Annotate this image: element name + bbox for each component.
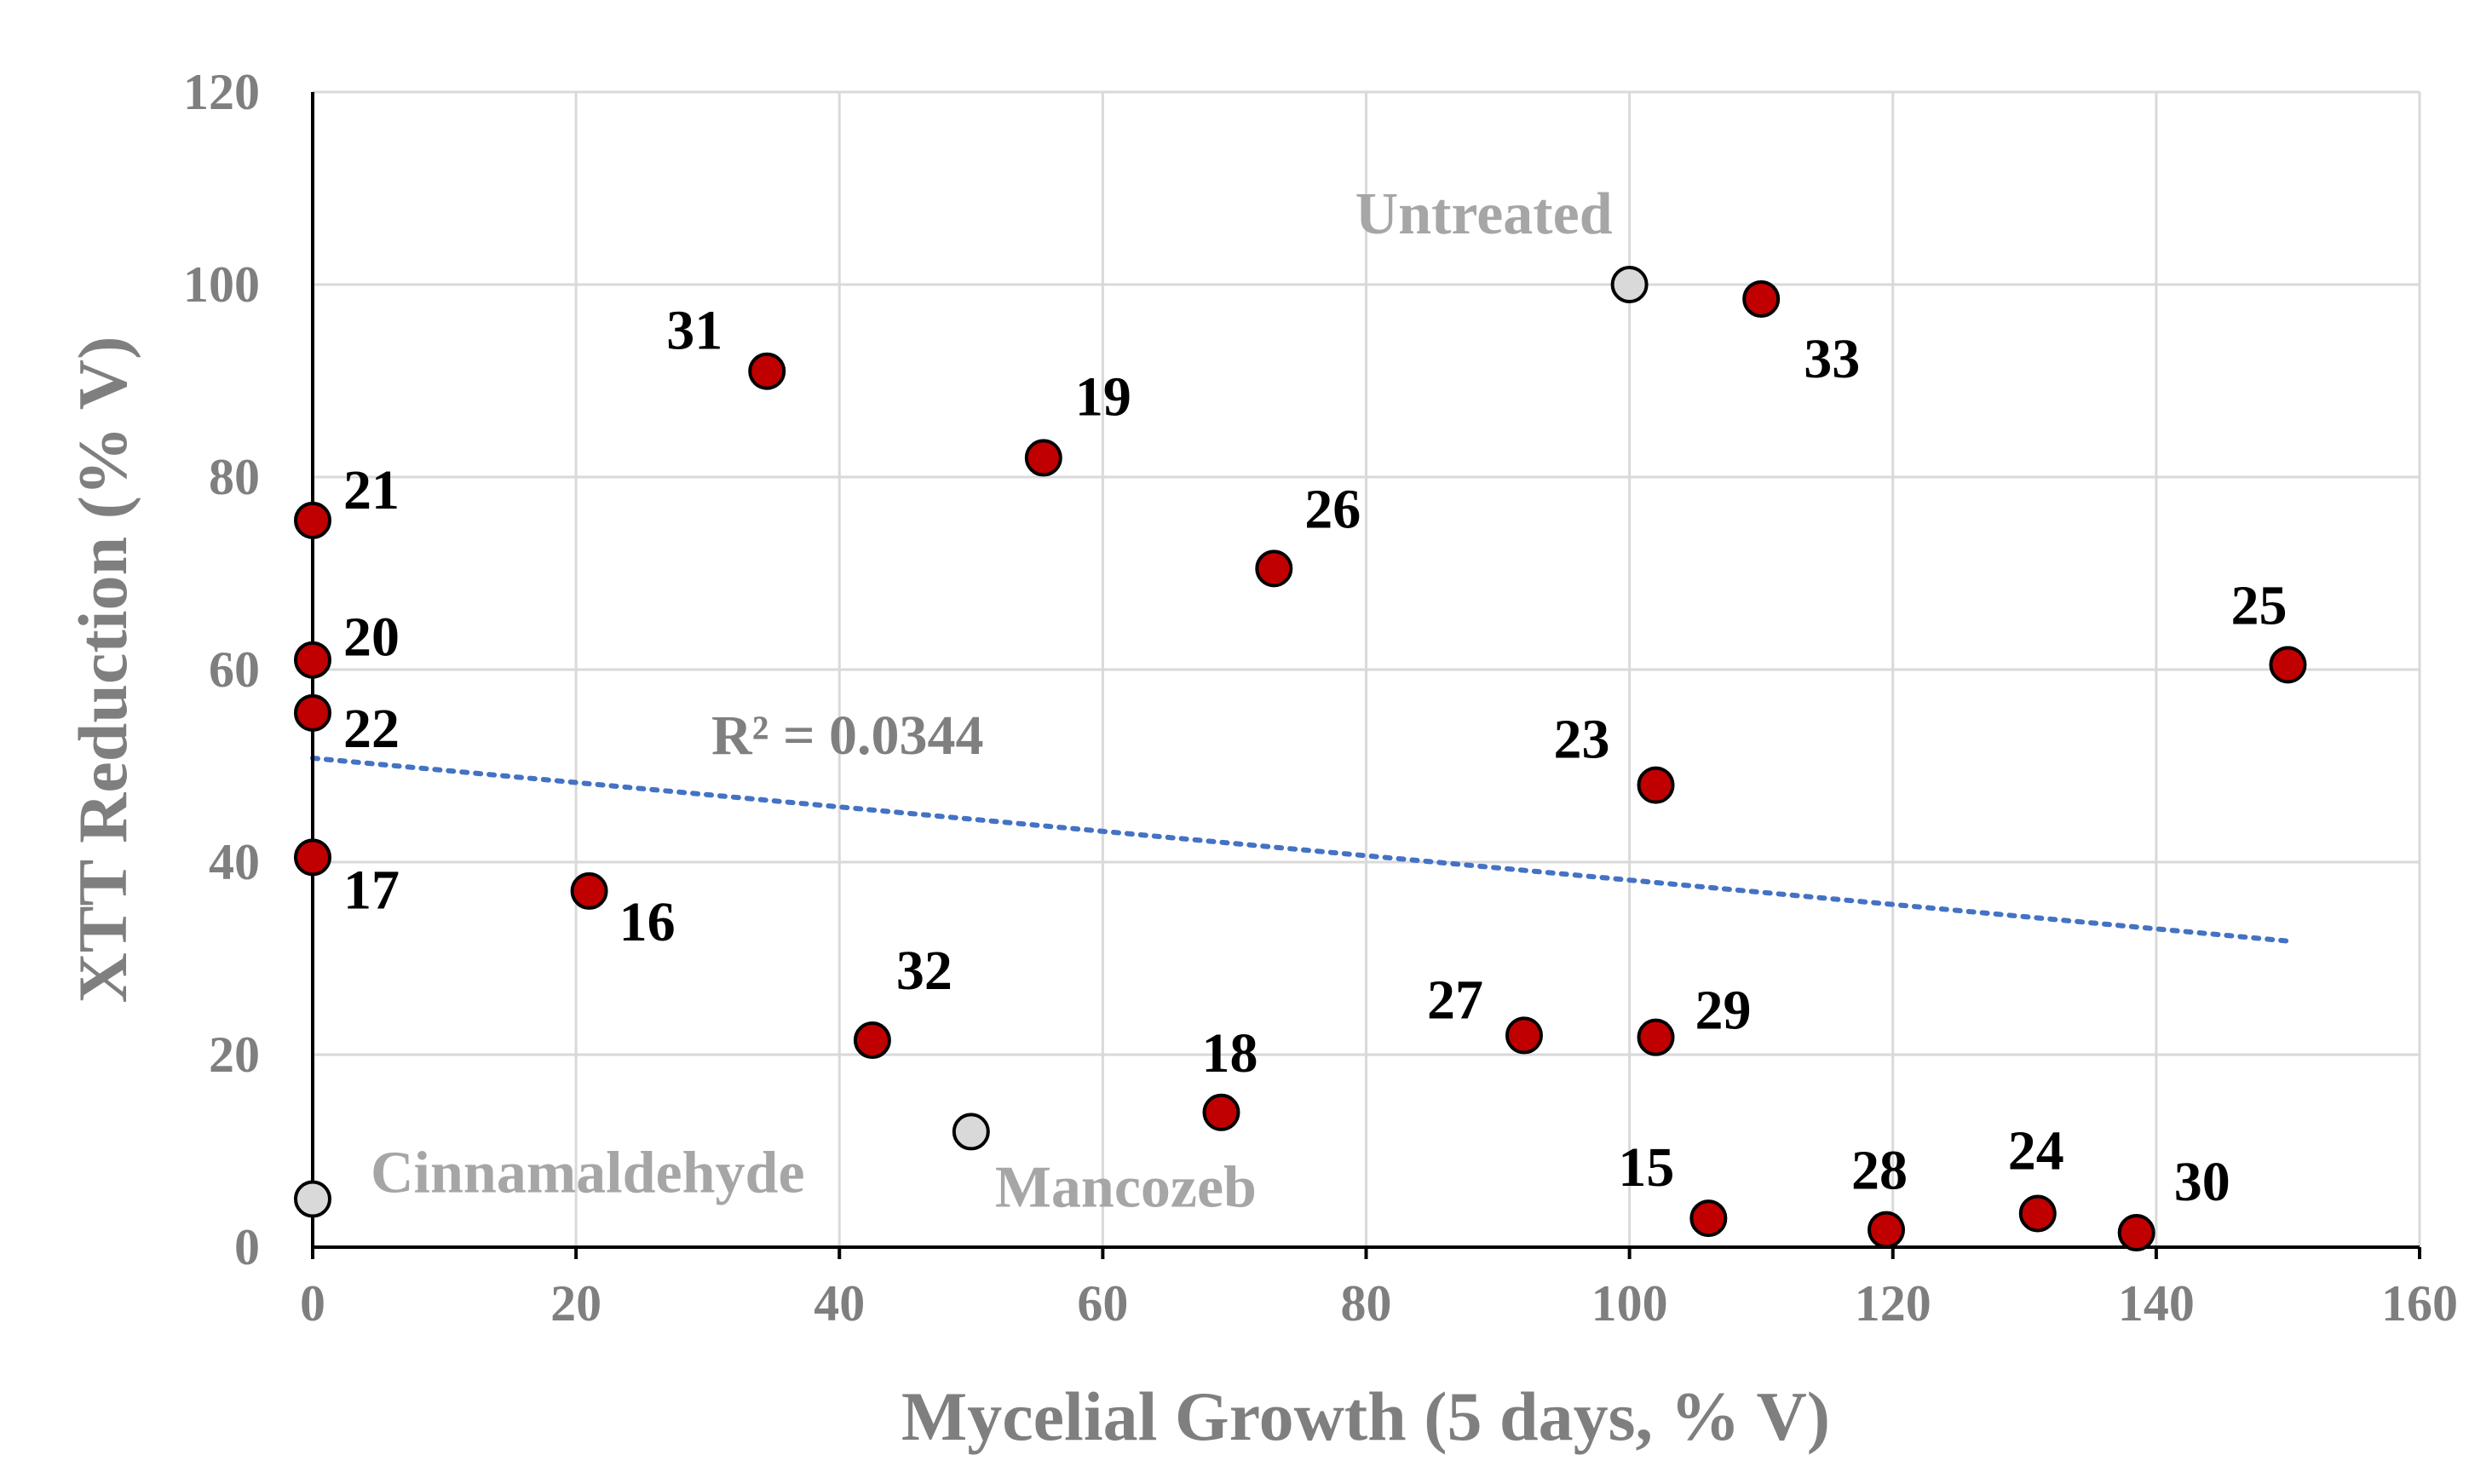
data-point-32 [853, 1021, 891, 1060]
point-label-16: 16 [619, 891, 676, 953]
y-tick-label: 20 [209, 1027, 260, 1083]
y-tick-label: 80 [209, 449, 260, 505]
data-point-26 [1255, 549, 1293, 588]
point-label-19: 19 [1075, 365, 1131, 428]
data-point-28 [1868, 1211, 1906, 1249]
point-label-29: 29 [1695, 980, 1752, 1042]
data-point-17 [294, 838, 331, 877]
x-tick-label: 0 [300, 1275, 325, 1332]
data-point-16 [570, 871, 608, 910]
point-label-31: 31 [666, 300, 722, 362]
y-tick-label: 120 [183, 64, 260, 120]
y-axis-ticks: 0 20 40 60 80 100 120 [183, 64, 260, 1275]
x-tick-label: 80 [1341, 1275, 1392, 1332]
data-point-22 [294, 693, 331, 732]
data-points [294, 266, 2307, 1252]
data-point-31 [748, 352, 786, 390]
point-label-28: 28 [1851, 1140, 1908, 1202]
data-point-29 [1637, 1018, 1675, 1056]
grid-lines [313, 90, 2421, 1247]
y-tick-label: 0 [234, 1219, 260, 1275]
data-point-19 [1024, 439, 1062, 477]
data-point-21 [294, 501, 331, 539]
x-tick-label: 40 [814, 1275, 865, 1332]
reference-label-mancozeb: Mancozeb [995, 1154, 1257, 1220]
y-tick-label: 40 [209, 834, 260, 890]
reference-point-untreated [1610, 266, 1649, 303]
trendline [310, 755, 2291, 944]
x-tick-label: 160 [2381, 1275, 2458, 1332]
x-tick-label: 60 [1077, 1275, 1128, 1332]
x-axis-ticks: 0 20 40 60 80 100 120 140 160 [300, 1247, 2458, 1332]
data-point-18 [1202, 1093, 1240, 1131]
point-labels: 15 16 17 18 19 20 21 22 23 24 25 26 27 28 29 30 31 32 33 Un… [343, 181, 2287, 1220]
point-label-23: 23 [1554, 709, 1610, 771]
point-label-17: 17 [343, 859, 400, 921]
data-point-15 [1689, 1199, 1728, 1238]
point-label-18: 18 [1201, 1022, 1258, 1084]
x-tick-label: 100 [1591, 1275, 1668, 1332]
point-label-33: 33 [1804, 328, 1860, 390]
x-tick-label: 140 [2118, 1275, 2195, 1332]
point-label-24: 24 [2008, 1119, 2064, 1182]
point-label-27: 27 [1427, 969, 1483, 1031]
x-tick-label: 20 [550, 1275, 601, 1332]
data-point-20 [294, 641, 331, 679]
point-label-21: 21 [343, 459, 400, 521]
point-label-32: 32 [896, 940, 952, 1002]
point-label-15: 15 [1618, 1136, 1674, 1199]
point-label-25: 25 [2230, 574, 2287, 636]
point-label-30: 30 [2174, 1151, 2230, 1213]
data-point-27 [1505, 1016, 1543, 1055]
point-label-26: 26 [1304, 478, 1361, 540]
data-point-23 [1637, 766, 1675, 804]
data-point-25 [2269, 646, 2307, 684]
reference-point-cinnamaldehyde [294, 1180, 331, 1218]
y-tick-label: 100 [183, 256, 260, 313]
y-tick-label: 60 [209, 641, 260, 698]
x-axis-title: Mycelial Growth (5 days, % V) [901, 1378, 1830, 1455]
reference-label-untreated: Untreated [1355, 181, 1613, 247]
data-point-33 [1742, 279, 1781, 318]
trendline-path [310, 755, 2291, 944]
x-tick-label: 120 [1855, 1275, 1931, 1332]
y-axis-title: XTT Reduction (% V) [64, 336, 141, 1004]
reference-point-mancozeb [952, 1113, 990, 1151]
point-label-22: 22 [343, 698, 400, 760]
data-point-30 [2117, 1214, 2155, 1252]
data-point-24 [2018, 1194, 2057, 1233]
reference-label-cinnamaldehyde: Cinnamaldehyde [371, 1141, 805, 1206]
point-label-20: 20 [343, 607, 400, 669]
r-squared-annotation: R² = 0.0344 [711, 705, 984, 767]
